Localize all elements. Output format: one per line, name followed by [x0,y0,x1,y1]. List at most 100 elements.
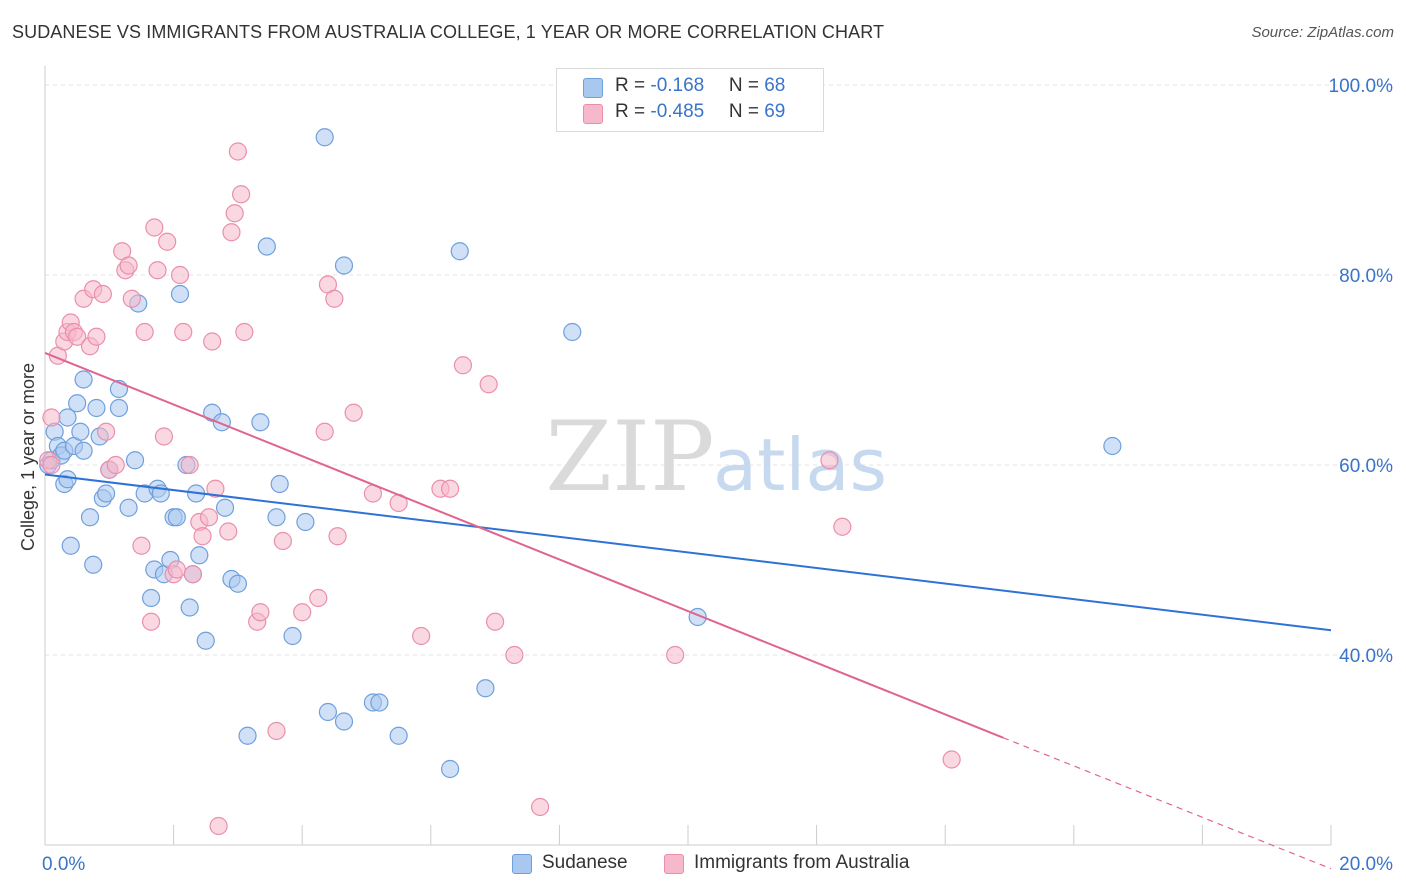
data-point-sudanese [71,422,90,441]
y-tick-label: 40.0% [1339,646,1393,667]
legend-r-label: R = [615,75,651,96]
trend-line-australia-extension [1002,737,1332,870]
data-point-sudanese [450,242,469,261]
data-point-australia [325,289,344,308]
data-point-sudanese [270,474,289,494]
data-point-sudanese [96,484,116,503]
data-point-australia [820,451,839,470]
legend-r-value: -0.485 [650,101,705,122]
data-point-australia [193,527,212,546]
correlation-legend: R = -0.168 N = 68 R = -0.485 N = 69 [556,68,824,132]
data-point-australia [106,455,125,475]
data-point-sudanese [74,370,93,389]
data-point-australia [315,422,334,441]
legend-n-value: 69 [764,101,786,122]
data-point-australia [174,322,193,342]
data-point-australia [453,356,473,375]
data-point-australia [328,527,347,546]
data-point-australia [440,479,460,498]
data-point-sudanese [563,322,582,342]
data-point-sudanese [80,508,100,527]
chart-title: SUDANESE VS IMMIGRANTS FROM AUSTRALIA CO… [12,22,885,42]
data-point-australia [145,218,164,237]
data-point-australia [42,408,61,427]
watermark-atlas: atlas [713,423,887,507]
data-point-australia [42,455,61,475]
data-point-sudanese [334,256,354,275]
data-point-australia [309,588,328,608]
watermark-zip: ZIP [545,401,714,513]
data-point-australia [833,517,852,536]
legend-swatch-australia [583,104,603,124]
data-point-sudanese [334,712,354,731]
data-point-australia [158,232,177,251]
data-point-sudanese [267,508,286,527]
y-axis-label: College, 1 year or more [18,363,38,551]
data-point-australia [209,816,228,836]
y-tick-label: 60.0% [1339,456,1393,477]
data-point-australia [228,142,247,161]
data-point-sudanese [215,498,235,517]
data-point-australia [232,185,251,204]
data-point-australia [154,427,174,446]
data-point-australia [93,284,112,304]
data-point-australia [203,332,222,351]
data-point-sudanese [84,555,103,574]
data-point-australia [180,455,199,475]
data-point-australia [222,223,241,242]
data-point-sudanese [1103,436,1122,456]
data-point-sudanese [167,508,186,527]
legend-r-value: -0.168 [650,75,705,96]
data-point-australia [132,536,151,555]
legend-n-label: N = [728,101,765,122]
data-point-sudanese [190,546,209,565]
bottom-legend-swatch-sudanese [512,854,532,874]
trend-lines [44,351,1332,870]
series-australia [39,142,961,836]
data-point-sudanese [170,284,190,304]
data-point-sudanese [68,394,87,413]
data-point-australia [183,565,202,584]
data-point-sudanese [476,679,495,698]
data-point-australia [666,645,685,665]
data-point-sudanese [238,726,257,745]
data-point-sudanese [257,237,276,256]
data-point-sudanese [125,451,145,470]
y-tick-label: 80.0% [1339,266,1393,287]
legend-swatch-sudanese [583,78,603,98]
data-point-sudanese [440,759,460,779]
legend-n-label: N = [728,75,765,96]
data-point-australia [148,261,167,280]
data-point-australia [119,256,138,275]
data-point-australia [206,479,225,498]
data-point-australia [170,265,190,285]
data-point-australia [141,612,161,631]
data-point-australia [87,327,106,346]
x-tick-labels: 0.0% 20.0% [42,854,1393,875]
y-tick-label: 100.0% [1329,76,1394,97]
data-point-sudanese [141,588,161,608]
data-point-australia [96,422,116,441]
data-point-australia [122,289,141,308]
data-point-sudanese [228,574,247,593]
data-point-sudanese [389,726,408,745]
data-point-sudanese [180,598,199,617]
data-point-sudanese [283,626,302,646]
x-tick-label-min: 0.0% [42,854,85,875]
data-point-australia [167,560,186,579]
data-point-sudanese [74,441,93,460]
x-tick-label-max: 20.0% [1339,854,1393,875]
legend-r-label: R = [615,101,651,122]
data-point-australia [219,522,238,541]
data-point-australia [68,327,87,346]
data-point-sudanese [87,398,106,418]
data-point-australia [412,626,431,646]
data-point-sudanese [119,498,138,517]
data-point-australia [267,721,286,741]
data-point-sudanese [109,398,129,418]
data-point-australia [225,204,244,223]
data-point-australia [486,612,505,631]
data-point-sudanese [251,413,270,432]
bottom-legend-swatch-australia [664,854,684,874]
